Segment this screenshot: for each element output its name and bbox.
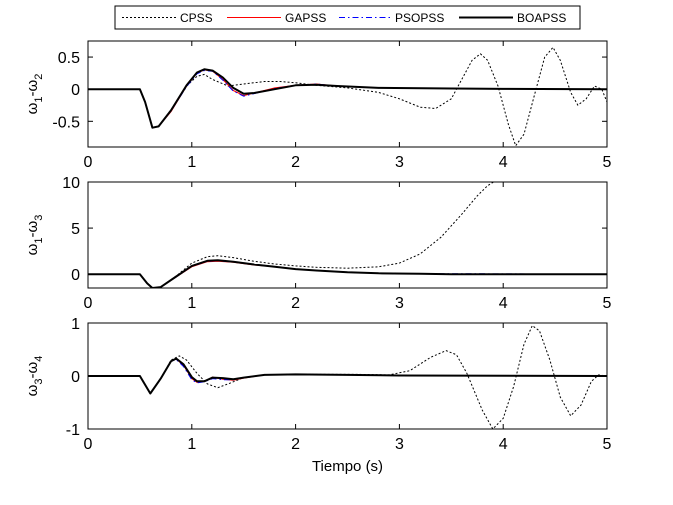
- y-axis-label-subscript: 2: [33, 74, 45, 80]
- x-tick-label: 0: [84, 436, 93, 453]
- series-line-boapss: [88, 68, 607, 129]
- y-axis-label-part: ω: [24, 243, 41, 255]
- legend-entry-psopss: PSOPSS: [339, 11, 444, 25]
- x-tick-label: 0: [84, 295, 93, 312]
- x-tick-label: 2: [291, 154, 300, 171]
- y-axis-label-part: ω: [24, 384, 41, 396]
- y-tick-label: 10: [62, 175, 80, 192]
- x-tick-label: 3: [395, 295, 404, 312]
- series-line-cpss: [88, 325, 607, 429]
- series-group: [88, 46, 607, 147]
- legend-label-boapss: BOAPSS: [517, 11, 566, 25]
- y-tick-label: 0: [71, 82, 80, 99]
- y-axis-label: ω3-ω4: [24, 356, 45, 397]
- legend-entry-cpss: CPSS: [122, 11, 213, 25]
- axes-frame: [87, 181, 608, 289]
- x-tick-label: 3: [395, 436, 404, 453]
- x-tick-label: 4: [499, 295, 508, 312]
- y-tick-label: 0.5: [58, 50, 80, 67]
- y-tick-label: 5: [71, 221, 80, 238]
- plot-area: [88, 182, 607, 288]
- y-axis-label-part: -ω: [24, 362, 41, 379]
- x-tick-label: 2: [291, 436, 300, 453]
- x-tick-label: 0: [84, 154, 93, 171]
- x-axis-label: Tiempo (s): [312, 458, 383, 475]
- legend-label-psopss: PSOPSS: [395, 11, 444, 25]
- x-tick-label: 1: [187, 295, 196, 312]
- x-tick-label: 5: [603, 295, 612, 312]
- x-tick-label: 4: [499, 154, 508, 171]
- legend-label-cpss: CPSS: [180, 11, 213, 25]
- axes-frame: [87, 40, 608, 148]
- y-axis-label-part: -ω: [24, 221, 41, 238]
- x-tick-label: 2: [291, 295, 300, 312]
- x-tick-label: 1: [187, 154, 196, 171]
- x-tick-label: 4: [499, 436, 508, 453]
- y-axis-label-subscript: 3: [33, 379, 45, 385]
- legend: CPSS GAPSS PSOPSS BOAPSS: [114, 5, 581, 30]
- y-tick-label: -0.5: [52, 114, 80, 131]
- plot-area: [88, 41, 607, 147]
- series-group: [88, 182, 607, 288]
- legend-box: [114, 5, 581, 30]
- y-axis-label-part: -ω: [24, 80, 41, 97]
- series-line-boapss: [88, 259, 607, 288]
- subplot-1: 0 1 2 3 4 5-0.500.5ω1-ω2: [24, 40, 612, 171]
- y-axis-label-part: ω: [24, 102, 41, 114]
- y-axis-label-subscript: 1: [33, 97, 45, 103]
- legend-entry-gapss: GAPSS: [227, 11, 326, 25]
- y-tick-label: 1: [71, 316, 80, 333]
- x-tick-label: 3: [395, 154, 404, 171]
- series-line-boapss: [88, 357, 607, 395]
- x-tick-label: 5: [603, 154, 612, 171]
- legend-label-gapss: GAPSS: [285, 11, 326, 25]
- y-axis-label: ω1-ω2: [24, 74, 45, 115]
- y-axis-label-subscript: 1: [33, 238, 45, 244]
- x-tick-label: 5: [603, 436, 612, 453]
- legend-entry-boapss: BOAPSS: [459, 11, 566, 25]
- y-tick-label: -1: [66, 422, 80, 439]
- y-axis-label: ω1-ω3: [24, 215, 45, 256]
- y-tick-label: 0: [71, 267, 80, 284]
- y-axis-label-subscript: 3: [33, 215, 45, 221]
- y-tick-label: 0: [71, 369, 80, 386]
- series-group: [88, 325, 607, 429]
- x-tick-label: 1: [187, 436, 196, 453]
- y-axis-label-subscript: 4: [33, 356, 45, 362]
